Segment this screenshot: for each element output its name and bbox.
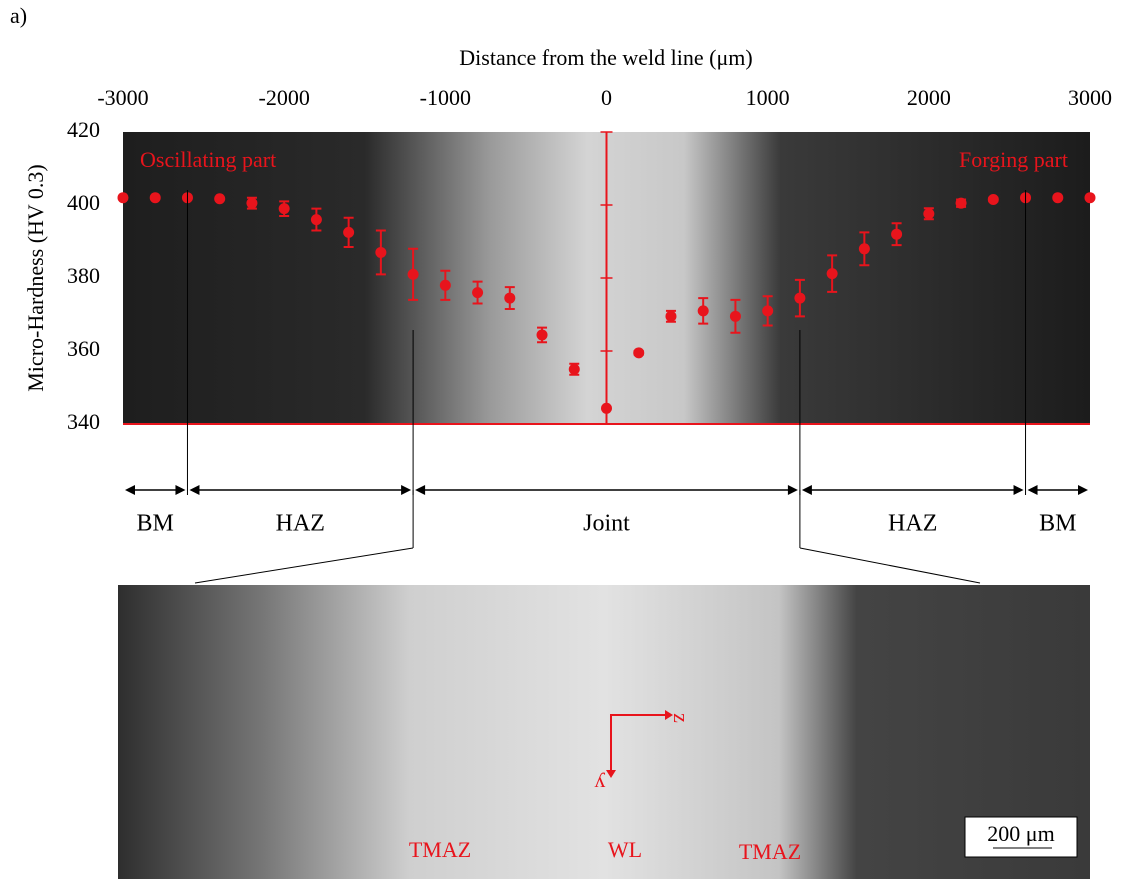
zone-label: BM — [137, 511, 174, 537]
data-point — [118, 192, 129, 203]
data-point — [891, 229, 902, 240]
data-point — [827, 268, 838, 279]
zoom-line — [800, 548, 980, 583]
annotation: Forging part — [959, 147, 1068, 172]
data-point — [408, 269, 419, 280]
data-point — [537, 329, 548, 340]
zoom-line — [195, 548, 413, 583]
x-tick-label: -3000 — [97, 85, 148, 110]
data-point — [311, 214, 322, 225]
figure: a) Distance from the weld line (μm) Micr… — [0, 0, 1125, 879]
micrograph-detail — [118, 585, 1090, 879]
data-point — [633, 347, 644, 358]
y-tick-label: 380 — [67, 263, 100, 288]
data-point — [375, 247, 386, 258]
scale-bar-label: 200 μm — [987, 821, 1054, 846]
data-point — [1052, 192, 1063, 203]
annotation: Oscillating part — [140, 147, 276, 172]
data-point — [343, 227, 354, 238]
data-point — [440, 280, 451, 291]
y-tick-label: 360 — [67, 336, 100, 361]
data-point — [279, 203, 290, 214]
y-axis-title: Micro-Hardness (HV 0.3) — [23, 164, 48, 392]
x-axis-title: Distance from the weld line (μm) — [459, 45, 752, 70]
axis-label: z — [669, 713, 694, 723]
data-point — [665, 311, 676, 322]
micrograph-label: WL — [608, 837, 642, 862]
data-point — [569, 364, 580, 375]
zone-label: BM — [1039, 511, 1076, 537]
x-tick-label: 1000 — [746, 85, 790, 110]
x-tick-label: 0 — [601, 85, 612, 110]
zone-label: HAZ — [276, 511, 325, 537]
data-point — [730, 311, 741, 322]
micrograph-label: TMAZ — [739, 839, 801, 864]
data-point — [956, 198, 967, 209]
data-point — [214, 193, 225, 204]
data-point — [1085, 192, 1096, 203]
panel-label: a) — [10, 3, 27, 28]
data-point — [698, 305, 709, 316]
data-point — [504, 293, 515, 304]
data-point — [762, 305, 773, 316]
data-point — [923, 208, 934, 219]
zone-label: HAZ — [888, 511, 937, 537]
data-point — [472, 287, 483, 298]
data-point — [859, 243, 870, 254]
data-point — [988, 194, 999, 205]
x-tick-label: 2000 — [907, 85, 951, 110]
x-tick-label: -1000 — [420, 85, 471, 110]
y-tick-label: 340 — [67, 409, 100, 434]
x-tick-label: 3000 — [1068, 85, 1112, 110]
y-tick-label: 420 — [67, 117, 100, 142]
data-point — [794, 293, 805, 304]
data-point — [150, 192, 161, 203]
zone-label: Joint — [583, 511, 630, 537]
micrograph-label: TMAZ — [409, 837, 471, 862]
axis-label: y — [595, 772, 606, 797]
data-point — [246, 198, 257, 209]
y-tick-label: 400 — [67, 190, 100, 215]
data-point — [601, 403, 612, 414]
x-tick-label: -2000 — [259, 85, 310, 110]
